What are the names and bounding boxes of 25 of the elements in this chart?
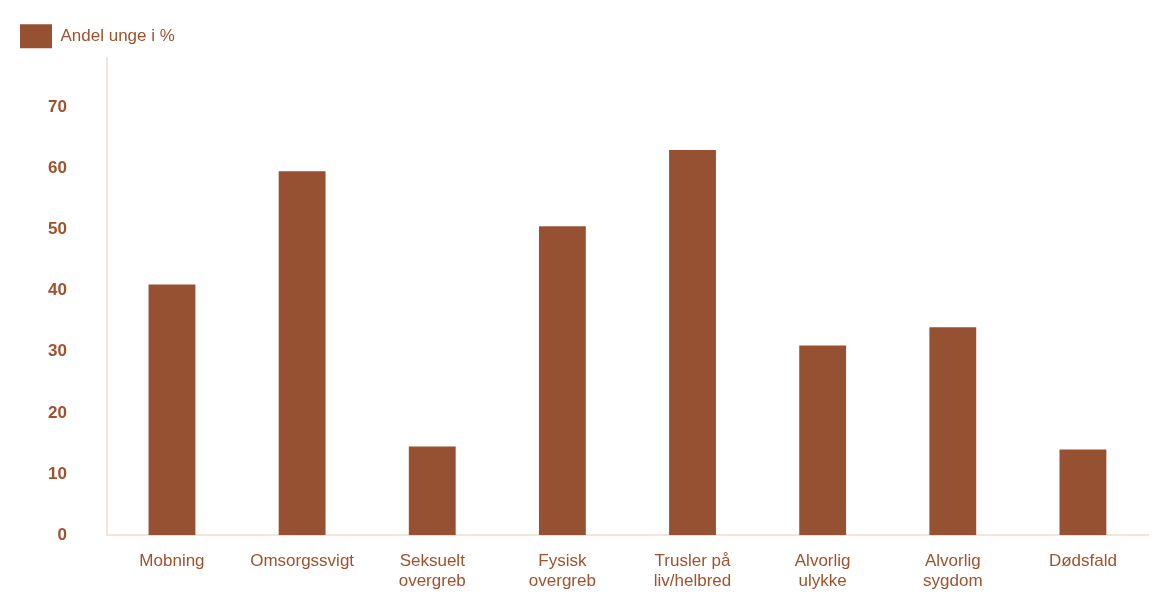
y-tick-label: 60 [47, 157, 67, 177]
x-tick-label: Alvorlig sygdom [923, 551, 983, 591]
y-tick-label: 40 [47, 280, 67, 300]
bar [799, 345, 847, 536]
bar [929, 327, 977, 536]
y-tick-label: 30 [47, 341, 67, 361]
y-tick-label: 70 [47, 96, 67, 116]
bar [408, 446, 456, 536]
y-tick-label: 20 [47, 402, 67, 422]
x-tick-label: Alvorlig ulykke [794, 551, 851, 591]
bar [538, 226, 586, 536]
y-tick-label: 50 [47, 219, 67, 239]
bar [148, 284, 196, 536]
legend-label: Andel unge i % [60, 25, 175, 45]
bar [669, 149, 716, 536]
x-tick-label: Omsorgssvigt [250, 551, 355, 571]
bar [278, 171, 326, 536]
bar [1059, 449, 1107, 536]
y-tick-label: 0 [57, 524, 67, 544]
x-tick-label: Fysisk overgreb [528, 551, 596, 591]
x-tick-label: Dødsfald [1048, 551, 1117, 571]
y-tick-label: 10 [47, 463, 67, 483]
x-tick-label: Seksuelt overgreb [398, 551, 466, 591]
x-tick-label: Trusler på liv/helbred [653, 551, 732, 591]
x-tick-label: Mobning [139, 551, 205, 571]
